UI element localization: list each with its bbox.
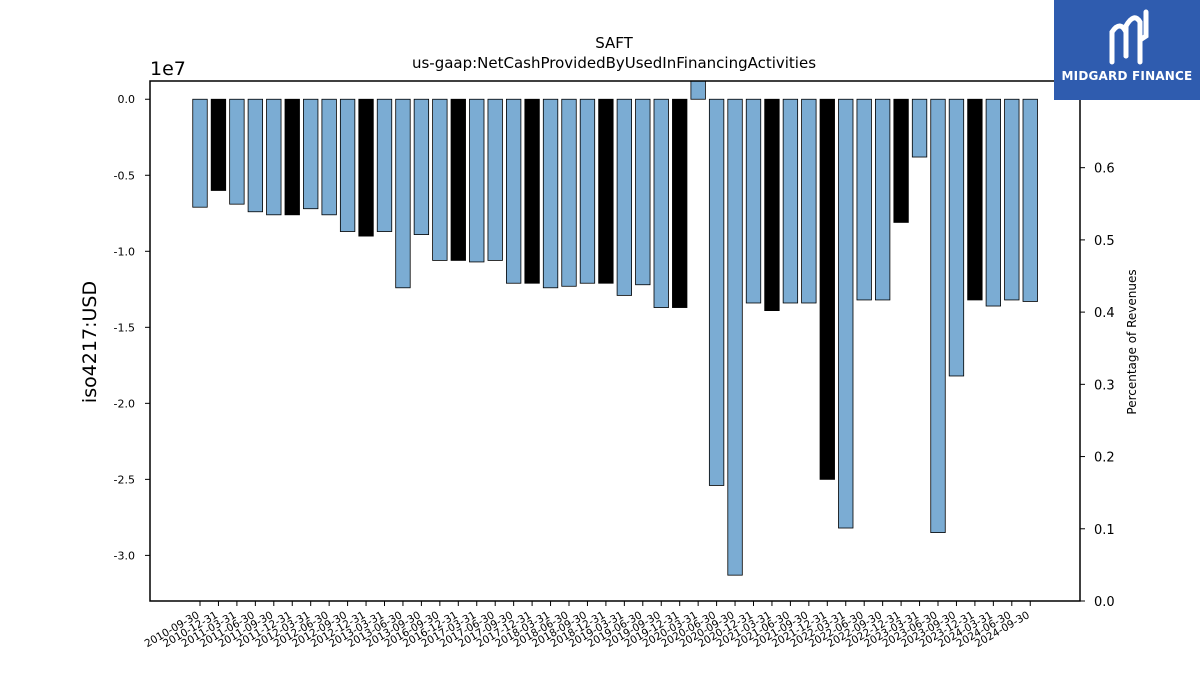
bar <box>875 98 891 301</box>
y-tick-label: -2.0 <box>114 397 135 410</box>
bar <box>413 98 430 235</box>
bar <box>579 98 596 284</box>
bar <box>1022 98 1038 302</box>
bar <box>487 98 503 261</box>
bar <box>616 98 632 296</box>
bar <box>690 80 706 100</box>
bar <box>376 98 393 232</box>
bar <box>727 98 743 576</box>
y-tick-label: -2.5 <box>114 473 135 486</box>
chart-subtitle: us-gaap:NetCashProvidedByUsedInFinancing… <box>412 54 816 72</box>
logo-mark-icon <box>1109 9 1149 65</box>
bar <box>856 98 872 301</box>
y2-tick-label: 0.4 <box>1094 306 1115 321</box>
bar <box>561 98 577 287</box>
bar <box>967 98 983 301</box>
bar <box>321 98 337 216</box>
bar <box>395 98 411 289</box>
bar <box>948 98 965 377</box>
bar <box>598 98 614 284</box>
bar <box>911 98 928 158</box>
y2-tick-label: 0.0 <box>1094 595 1115 610</box>
bar <box>653 98 669 308</box>
plot-frame <box>149 80 1081 602</box>
y-axis-multiplier: 1e7 <box>150 58 186 80</box>
chart-title: SAFT <box>595 34 633 52</box>
y2-tick-label: 0.6 <box>1094 162 1115 177</box>
y2-tick-label: 0.5 <box>1094 234 1115 249</box>
y-tick-label: 0.0 <box>118 93 136 106</box>
logo: MIDGARD FINANCE <box>1054 0 1200 100</box>
bar <box>192 98 208 208</box>
bar <box>782 98 799 304</box>
logo-text: MIDGARD FINANCE <box>1061 69 1193 83</box>
bar <box>469 98 485 263</box>
bar <box>266 98 282 216</box>
y2-axis-label: Percentage of Revenues <box>1125 269 1139 414</box>
bar <box>450 98 466 261</box>
bar <box>1004 98 1020 301</box>
y2-tick-label: 0.3 <box>1094 378 1115 393</box>
bar <box>985 98 1001 307</box>
x-axis-ticks: 2010-09-302010-12-312011-03-312011-06-30… <box>143 601 1032 650</box>
y-tick-label: -0.5 <box>114 169 135 182</box>
y-axis-ticks: 0.0 -0.5 -1.0 -1.5 -2.0 -2.5 -3.0 <box>114 93 150 562</box>
bar <box>635 98 651 286</box>
bar <box>505 98 522 284</box>
bar <box>284 98 300 216</box>
bar <box>764 98 780 312</box>
y2-axis-ticks: 0.0 0.1 0.2 0.3 0.4 0.5 0.6 <box>1080 162 1115 610</box>
bar <box>893 98 909 223</box>
bar <box>210 98 227 191</box>
bar <box>247 98 264 213</box>
bar <box>930 98 946 533</box>
bar <box>229 98 245 205</box>
y-axis-label: iso4217:USD <box>79 281 101 403</box>
y-tick-label: -1.5 <box>114 321 135 334</box>
bar <box>524 98 540 284</box>
y2-tick-label: 0.1 <box>1094 523 1115 538</box>
bars-group <box>192 80 1038 576</box>
y-tick-label: -1.0 <box>114 245 135 258</box>
bar <box>819 98 835 480</box>
bar <box>708 98 725 486</box>
bar <box>745 98 762 304</box>
bar <box>801 98 817 304</box>
bar <box>358 98 374 237</box>
bar <box>432 98 448 261</box>
bar <box>672 98 688 308</box>
bar <box>838 98 854 529</box>
y-tick-label: -3.0 <box>114 549 135 562</box>
bar <box>303 98 319 210</box>
bar <box>542 98 559 289</box>
y2-tick-label: 0.2 <box>1094 451 1115 466</box>
bar <box>339 98 356 232</box>
